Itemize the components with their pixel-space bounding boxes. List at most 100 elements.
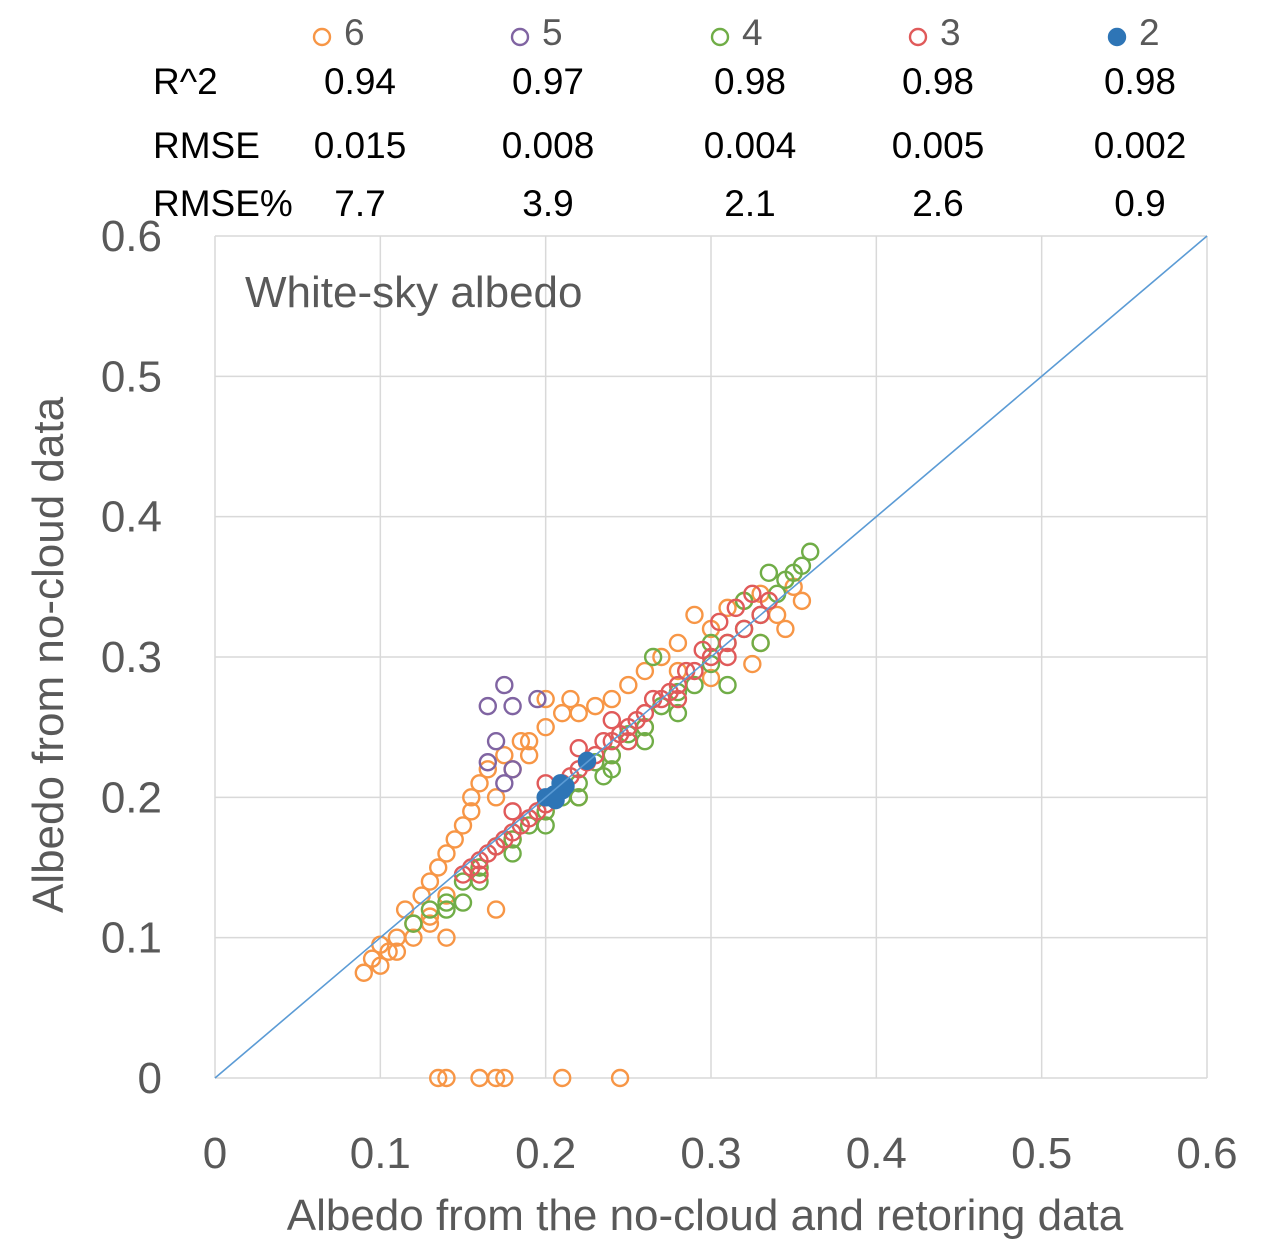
stat-value: 0.005 — [892, 125, 985, 166]
data-point — [652, 647, 671, 667]
data-point — [734, 619, 754, 639]
data-point — [619, 732, 638, 751]
data-point — [569, 788, 588, 807]
data-point — [519, 732, 539, 751]
y-tick-label: 0.6 — [101, 212, 162, 261]
stat-value: 0.008 — [502, 125, 595, 166]
data-point — [561, 689, 580, 709]
stat-value: 0.002 — [1094, 125, 1187, 166]
stat-value: 2.6 — [912, 183, 963, 224]
legend-label: 6 — [344, 12, 365, 53]
data-point — [668, 703, 688, 723]
data-point — [668, 633, 688, 653]
legend-label: 2 — [1139, 12, 1160, 53]
y-tick-label: 0.1 — [101, 914, 162, 963]
data-point — [503, 696, 522, 716]
plot-area — [354, 542, 820, 1088]
data-point — [420, 907, 440, 926]
data-point — [776, 619, 795, 639]
legend-label: 3 — [940, 12, 961, 53]
data-point — [718, 633, 737, 653]
series-6 — [354, 577, 812, 1088]
data-point — [420, 872, 440, 891]
data-point — [569, 703, 588, 723]
legend-marker — [312, 27, 332, 47]
data-point — [751, 633, 770, 653]
x-tick-label: 0.2 — [515, 1129, 576, 1178]
legend: 6 5 4 3 2 — [312, 12, 1160, 53]
data-point — [801, 542, 820, 561]
data-point — [511, 732, 531, 751]
stat-value: 3.9 — [522, 183, 573, 224]
data-point — [627, 710, 646, 730]
data-point — [536, 689, 555, 709]
x-tick-label: 0.5 — [1011, 1129, 1072, 1178]
legend-label: 4 — [742, 12, 763, 53]
stat-row-label: R^2 — [153, 61, 218, 102]
legend-marker — [908, 27, 928, 47]
data-point — [486, 732, 506, 751]
legend-label: 5 — [542, 12, 563, 53]
x-tick-label: 0.6 — [1176, 1129, 1237, 1178]
data-point — [643, 647, 663, 667]
stat-value: 7.7 — [334, 183, 385, 224]
stat-row-label: RMSE% — [153, 183, 293, 224]
legend-marker — [510, 27, 530, 47]
y-tick-label: 0.5 — [101, 352, 162, 401]
data-point — [470, 872, 489, 891]
data-point — [546, 790, 565, 810]
data-point — [437, 1068, 456, 1088]
data-point — [718, 675, 737, 695]
data-point — [495, 746, 514, 765]
y-axis-title: Albedo from no-cloud data — [24, 396, 73, 913]
data-point — [743, 584, 762, 604]
data-point — [586, 696, 605, 716]
data-point — [495, 1068, 514, 1088]
data-point — [470, 774, 489, 793]
data-point — [536, 717, 555, 737]
series-5 — [478, 675, 547, 793]
x-axis-title: Albedo from the no-cloud and retoring da… — [287, 1191, 1124, 1240]
y-tick-label: 0 — [138, 1054, 162, 1103]
data-point — [429, 1068, 448, 1088]
data-point — [792, 591, 812, 611]
data-point — [478, 696, 497, 716]
data-point — [553, 1068, 572, 1088]
data-point — [503, 830, 522, 849]
data-point — [445, 830, 464, 849]
stat-value: 0.9 — [1114, 183, 1165, 224]
data-point — [478, 760, 497, 779]
data-point — [478, 753, 497, 772]
data-point — [718, 647, 737, 667]
data-point — [710, 612, 729, 632]
x-tick-label: 0.3 — [680, 1129, 741, 1178]
data-point — [619, 675, 638, 695]
data-point — [743, 654, 762, 674]
stat-value: 0.004 — [704, 125, 797, 166]
axis-ticks: 00 0.1 0.1 0.2 0.2 0.3 0.3 0.4 0.4 0.5 0.5 0.6 0.6 — [101, 212, 1238, 1178]
legend-marker — [710, 27, 730, 47]
x-tick-label: 0.4 — [846, 1129, 907, 1178]
data-point — [379, 942, 398, 961]
stat-value: 0.015 — [314, 125, 407, 166]
data-point — [371, 956, 390, 975]
data-point — [693, 640, 712, 660]
data-point — [495, 675, 514, 695]
data-point — [429, 858, 448, 877]
data-point — [602, 689, 621, 709]
y-tick-label: 0.2 — [101, 773, 162, 822]
y-tick-label: 0.4 — [101, 493, 162, 542]
series-3 — [453, 584, 779, 884]
data-point — [685, 605, 704, 625]
data-point — [453, 816, 473, 835]
data-point — [519, 746, 539, 765]
stat-row-label: RMSE — [153, 125, 260, 166]
data-point — [495, 774, 514, 793]
data-point — [387, 942, 407, 961]
data-point — [528, 689, 547, 709]
data-point — [594, 767, 613, 786]
data-point — [536, 816, 555, 835]
data-point — [486, 900, 506, 919]
data-point — [751, 605, 770, 625]
data-point — [685, 661, 704, 681]
